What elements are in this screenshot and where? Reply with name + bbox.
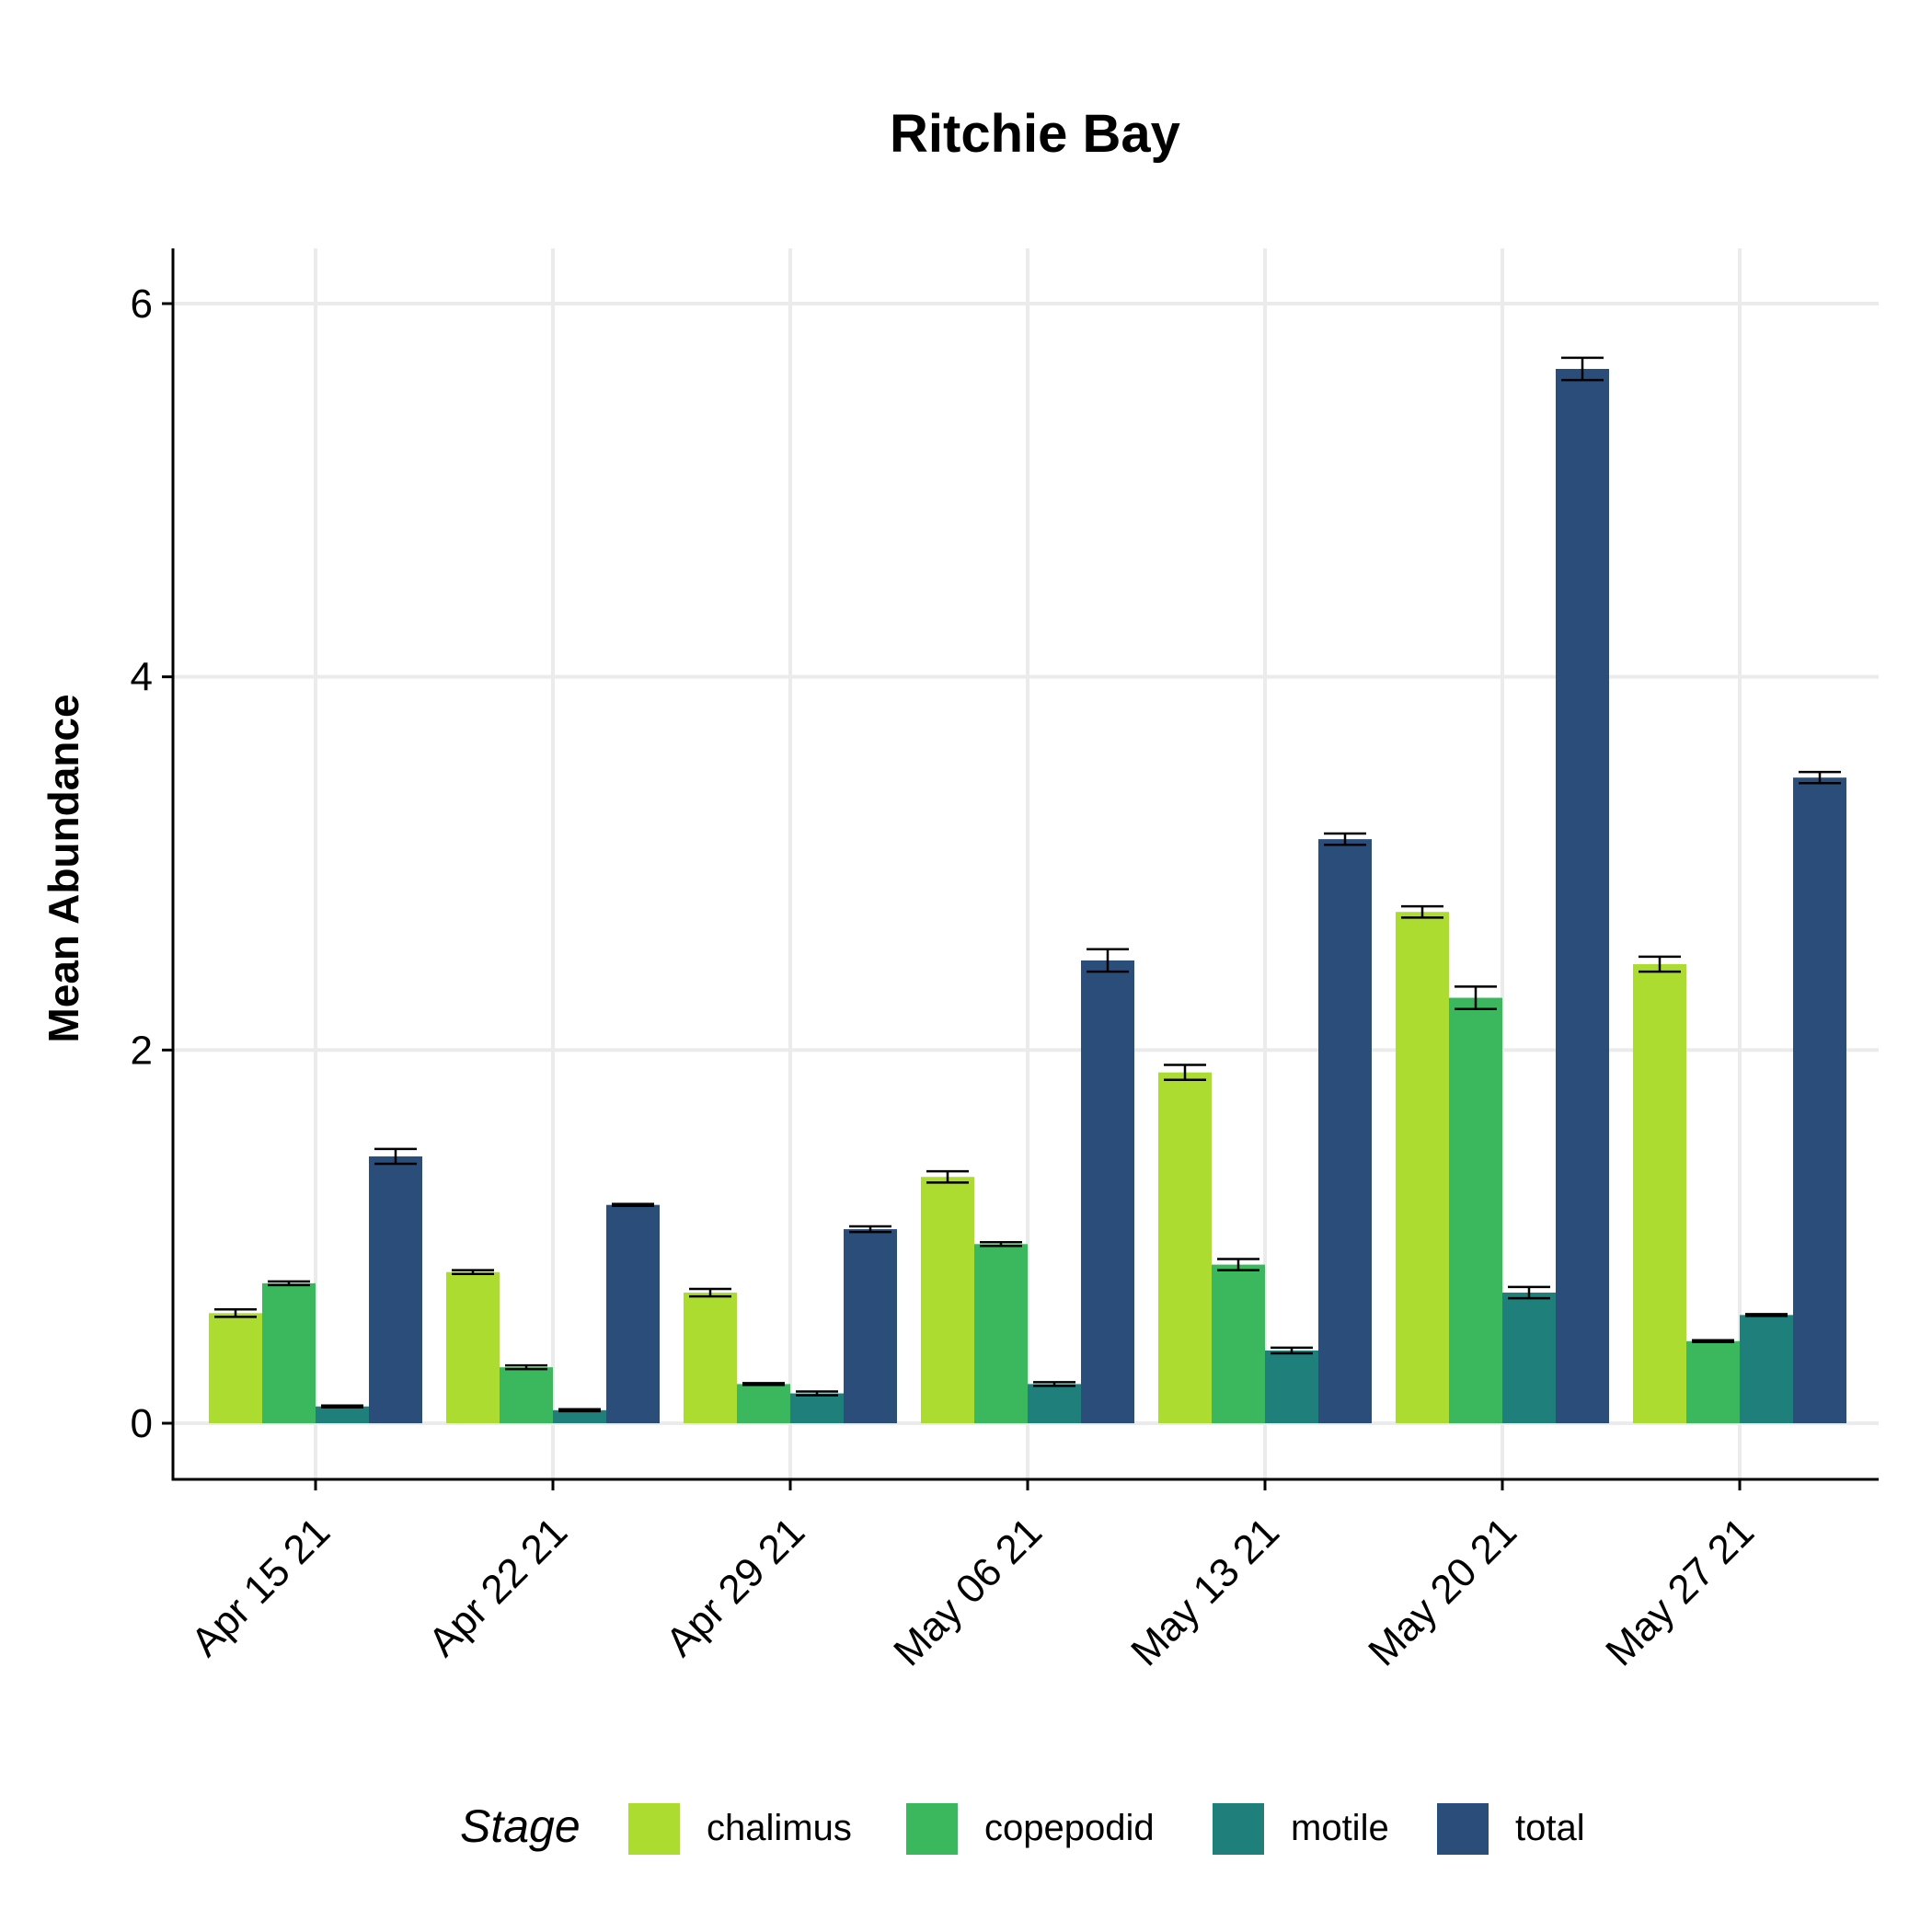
- error-bar-copepodid: [1692, 1339, 1734, 1344]
- bar-total: [844, 1229, 897, 1423]
- x-tick-label: Apr 22 21: [420, 1509, 576, 1665]
- error-bar-copepodid: [505, 1363, 547, 1371]
- error-bar-motile: [321, 1404, 363, 1409]
- error-bar-motile: [796, 1390, 838, 1397]
- error-bar-motile: [1271, 1346, 1313, 1355]
- bar-copepodid: [500, 1367, 553, 1423]
- bar-chalimus: [1633, 964, 1686, 1423]
- bar-copepodid: [1212, 1264, 1265, 1423]
- error-bars: [214, 356, 1841, 1413]
- x-tick-label: May 13 21: [1122, 1509, 1288, 1674]
- bar-motile: [1740, 1315, 1793, 1423]
- error-bar-total: [1324, 832, 1366, 846]
- y-tick-label: 0: [131, 1401, 153, 1446]
- bar-motile: [553, 1409, 606, 1423]
- error-bar-motile: [1033, 1381, 1075, 1387]
- legend-key-copepodid: [906, 1803, 958, 1855]
- bar-copepodid: [1449, 997, 1502, 1423]
- bar-total: [606, 1204, 660, 1423]
- error-bar-total: [612, 1202, 654, 1207]
- error-bar-motile: [558, 1408, 601, 1413]
- bar-copepodid: [974, 1244, 1028, 1423]
- bar-total: [1793, 777, 1846, 1423]
- error-bar-total: [374, 1147, 417, 1166]
- legend-key-motile: [1213, 1803, 1264, 1855]
- error-bar-copepodid: [980, 1241, 1022, 1248]
- error-bar-total: [849, 1225, 891, 1234]
- error-bar-motile: [1745, 1313, 1788, 1317]
- bar-chalimus: [1158, 1072, 1212, 1423]
- error-bar-chalimus: [214, 1308, 257, 1318]
- bar-motile: [316, 1406, 369, 1423]
- legend-key-chalimus: [628, 1803, 680, 1855]
- bar-chalimus: [684, 1293, 737, 1423]
- x-tick-label: May 06 21: [885, 1509, 1051, 1674]
- bar-copepodid: [1686, 1340, 1740, 1423]
- error-bar-chalimus: [926, 1169, 969, 1184]
- error-bar-total: [1087, 948, 1129, 973]
- bar-copepodid: [737, 1384, 790, 1423]
- bar-chalimus: [1396, 912, 1449, 1423]
- error-bar-copepodid: [742, 1382, 785, 1386]
- bar-motile: [1028, 1384, 1081, 1423]
- legend-label-copepodid: copepodid: [984, 1808, 1155, 1848]
- y-axis-title: Mean Abundance: [40, 694, 87, 1042]
- bar-motile: [1502, 1293, 1556, 1423]
- axes: 0 2 4 6 Apr 15 21 Apr 22 21 Apr 29 21 May 06 21…: [131, 248, 1879, 1674]
- error-bar-chalimus: [452, 1269, 494, 1275]
- x-tick-label: Apr 29 21: [657, 1509, 813, 1665]
- error-bar-total: [1799, 770, 1841, 785]
- bar-total: [1081, 960, 1134, 1423]
- legend-label-chalimus: chalimus: [707, 1808, 852, 1848]
- bar-motile: [790, 1393, 844, 1423]
- legend-key-total: [1437, 1803, 1489, 1855]
- x-tick-label: May 27 21: [1597, 1509, 1763, 1674]
- error-bar-total: [1561, 356, 1604, 382]
- bar-chalimus: [921, 1177, 974, 1423]
- y-tick-label: 6: [131, 282, 153, 327]
- bar-chalimus: [209, 1313, 262, 1423]
- error-bar-copepodid: [1217, 1258, 1259, 1271]
- legend-label-total: total: [1515, 1808, 1585, 1848]
- y-tick-label: 4: [131, 655, 153, 700]
- legend: Stage chalimus copepodid motile total: [460, 1800, 1585, 1855]
- error-bar-chalimus: [1401, 904, 1443, 919]
- bars: [209, 368, 1846, 1423]
- bar-motile: [1265, 1350, 1318, 1423]
- legend-label-motile: motile: [1291, 1808, 1389, 1848]
- x-tick-label: Apr 15 21: [182, 1509, 339, 1665]
- error-bar-copepodid: [1455, 985, 1497, 1010]
- bar-chalimus: [446, 1271, 500, 1423]
- x-tick-label: May 20 21: [1360, 1509, 1525, 1674]
- error-bar-motile: [1508, 1285, 1550, 1300]
- bar-copepodid: [262, 1282, 316, 1423]
- chart-title: Ritchie Bay: [890, 104, 1180, 164]
- bar-total: [369, 1156, 422, 1423]
- error-bar-chalimus: [1639, 955, 1681, 973]
- y-tick-label: 2: [131, 1028, 153, 1073]
- legend-title: Stage: [460, 1800, 581, 1852]
- error-bar-chalimus: [689, 1287, 731, 1298]
- error-bar-chalimus: [1164, 1064, 1206, 1082]
- error-bar-copepodid: [268, 1280, 310, 1287]
- bar-total: [1318, 839, 1372, 1423]
- bar-total: [1556, 368, 1609, 1423]
